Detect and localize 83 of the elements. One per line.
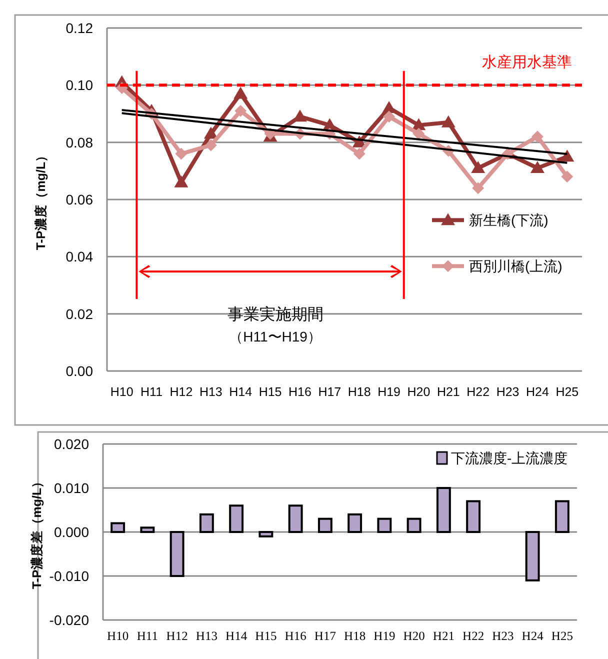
x-tick-label: H13 <box>199 385 222 399</box>
x-tick-label: H25 <box>556 385 579 399</box>
point <box>412 128 425 140</box>
y-tick-label: 0.00 <box>66 363 94 379</box>
point <box>234 86 248 99</box>
bar <box>377 518 392 533</box>
bar <box>348 513 362 533</box>
y-tick-label: -0.020 <box>49 612 90 628</box>
y-tick-label: 0.10 <box>66 77 94 94</box>
x-tick-label: H15 <box>258 385 282 399</box>
point <box>174 175 188 188</box>
point <box>234 104 247 117</box>
point <box>561 170 574 183</box>
point <box>175 148 188 160</box>
x-tick-label: H21 <box>432 629 454 643</box>
y-tick-label: 0.010 <box>54 480 90 496</box>
x-tick-label: H18 <box>344 629 366 643</box>
legend-label: 新生橋(下流) <box>469 212 548 228</box>
point <box>531 130 544 143</box>
x-tick-label: H12 <box>170 385 193 399</box>
x-tick-label: H22 <box>462 629 484 643</box>
x-tick-label: H11 <box>140 385 163 399</box>
x-tick-label: H19 <box>378 385 401 399</box>
x-tick-label: H23 <box>492 629 514 643</box>
y-axis-title: T-P濃度（mg/L） <box>33 148 48 250</box>
x-tick-label: H16 <box>284 629 306 643</box>
bar <box>554 500 570 533</box>
bar <box>318 518 332 533</box>
point <box>353 148 366 160</box>
bar <box>170 531 184 577</box>
x-tick-label: H10 <box>107 629 129 643</box>
annotation: （H11〜H19） <box>229 328 322 345</box>
x-tick-label: H17 <box>314 629 336 643</box>
point <box>383 110 396 123</box>
x-tick-label: H14 <box>226 629 248 643</box>
x-tick-label: H17 <box>318 385 342 399</box>
legend-label: 下流濃度-上流濃度 <box>451 450 568 466</box>
bar <box>406 518 422 533</box>
ref-line-label: 水産用水基準 <box>482 54 572 72</box>
point <box>471 161 486 174</box>
y-tick-label: -0.010 <box>49 568 90 584</box>
y-tick-label: 0.020 <box>54 436 90 452</box>
x-tick-label: H15 <box>255 629 277 643</box>
y-tick-label: 0.04 <box>66 248 94 265</box>
annotation: 事業実施期間 <box>227 306 324 324</box>
bar <box>288 504 303 533</box>
legend-label: 西別川橋(上流) <box>469 258 562 274</box>
bar <box>110 522 126 533</box>
y-tick-label: 0.12 <box>66 20 94 36</box>
x-tick-label: H22 <box>466 385 490 399</box>
x-tick-label: H11 <box>136 629 158 643</box>
x-tick-label: H12 <box>166 629 188 643</box>
y-tick-label: 0.08 <box>66 134 94 150</box>
x-tick-label: H25 <box>551 629 573 643</box>
point <box>204 126 218 139</box>
point <box>441 115 456 128</box>
y-axis-title: T-P濃度差（mg/L） <box>29 474 44 590</box>
x-tick-label: H14 <box>229 385 252 399</box>
x-tick-label: H19 <box>374 629 396 643</box>
x-tick-label: H13 <box>196 629 218 643</box>
x-tick-label: H10 <box>110 385 134 399</box>
y-tick-label: 0.000 <box>54 524 90 540</box>
x-tick-label: H21 <box>436 385 460 399</box>
x-tick-label: H20 <box>403 629 425 643</box>
point <box>560 150 574 162</box>
point <box>530 161 544 174</box>
x-tick-label: H20 <box>407 385 430 399</box>
y-tick-label: 0.06 <box>66 192 94 208</box>
point <box>472 182 484 194</box>
x-tick-label: H18 <box>348 385 371 399</box>
bar <box>436 487 451 533</box>
x-tick-label: H24 <box>522 629 544 643</box>
bar <box>229 504 244 533</box>
bar <box>140 526 155 533</box>
bar <box>525 531 540 582</box>
x-tick-label: H24 <box>526 385 549 399</box>
x-tick-label: H16 <box>288 385 312 399</box>
x-tick-label: H23 <box>496 385 520 399</box>
y-tick-label: 0.02 <box>66 306 94 322</box>
bar <box>258 531 274 538</box>
bar <box>466 500 481 533</box>
point <box>204 139 217 152</box>
bar <box>199 513 214 533</box>
